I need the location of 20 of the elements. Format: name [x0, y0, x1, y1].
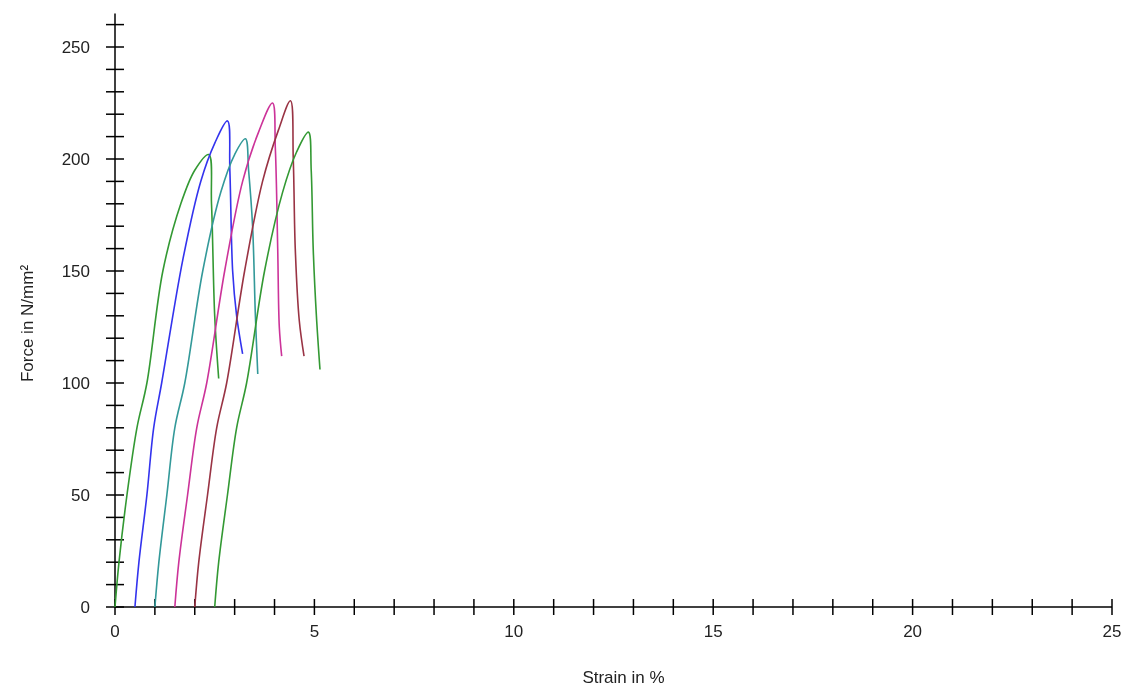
line-series	[174, 102, 283, 608]
line-series	[134, 120, 244, 608]
line-series	[154, 138, 259, 608]
y-tick-label: 250	[61, 38, 90, 57]
x-tick-label: 5	[309, 622, 320, 641]
y-tick-label: 100	[61, 374, 90, 393]
x-tick-label: 10	[504, 622, 524, 641]
line-series	[193, 99, 305, 608]
line-series	[114, 153, 220, 608]
y-tick-label: 200	[61, 150, 90, 169]
x-tick-label: 20	[903, 622, 923, 641]
x-tick-label: 25	[1102, 622, 1122, 641]
x-tick-label: 0	[110, 622, 120, 641]
y-axis-title: Force in N/mm²	[18, 264, 37, 383]
y-tick-label: 0	[80, 598, 90, 617]
line-series	[213, 131, 321, 608]
y-tick-label: 50	[71, 486, 90, 505]
x-axis-title: Strain in %	[582, 668, 665, 687]
y-tick-label: 150	[61, 262, 90, 281]
x-tick-label: 15	[703, 622, 723, 641]
